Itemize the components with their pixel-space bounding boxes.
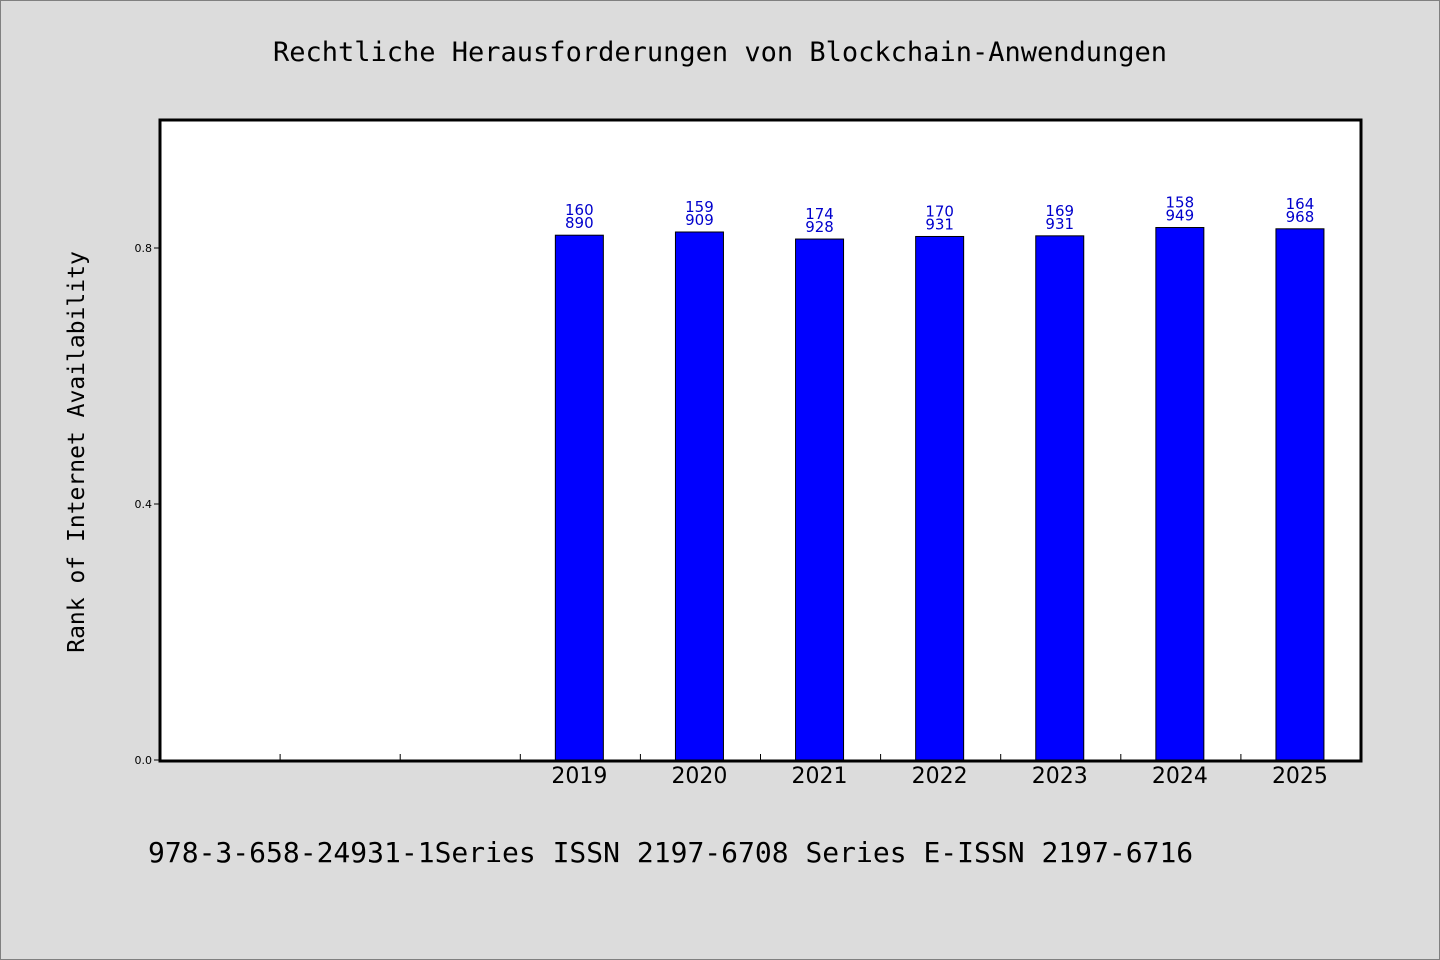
bar-2022: [915, 235, 965, 761]
x-tick-label: 2021: [792, 764, 848, 789]
data-label-bottom: 909: [685, 211, 714, 229]
data-label-top: 159: [685, 198, 714, 216]
bar-2025: [1275, 228, 1325, 761]
x-tick-label: 2019: [551, 764, 607, 789]
data-label-bottom: 968: [1286, 208, 1315, 226]
x-tick-label: 2022: [912, 764, 968, 789]
data-label-bottom: 949: [1166, 207, 1195, 225]
data-label-bottom: 928: [805, 218, 834, 236]
bar-2019: [554, 234, 604, 761]
bar-2021: [795, 238, 845, 761]
data-label-top: 174: [805, 205, 834, 223]
data-label-top: 169: [1045, 202, 1074, 220]
footer-text: 978-3-658-24931-1Series ISSN 2197-6708 S…: [148, 836, 1193, 869]
bar-2020: [674, 231, 724, 761]
data-label-top: 158: [1166, 194, 1195, 212]
y-axis-label: Rank of Internet Availability: [64, 251, 90, 653]
data-label-bottom: 890: [565, 214, 594, 232]
bar-2024: [1155, 227, 1205, 761]
y-ticks: 0.0 0.4 0.8: [135, 242, 160, 767]
x-tick-label: 2025: [1272, 764, 1328, 789]
data-label-bottom: 931: [1045, 215, 1074, 233]
y-tick-label: 0.0: [135, 754, 153, 767]
data-label-bottom: 931: [925, 215, 954, 233]
chart-title: Rechtliche Herausforderungen von Blockch…: [273, 37, 1167, 68]
data-label-top: 170: [925, 202, 954, 220]
x-tick-label: 2023: [1032, 764, 1088, 789]
data-label-top: 160: [565, 201, 594, 219]
y-tick-label: 0.8: [135, 242, 153, 255]
x-tick-label: 2020: [671, 764, 727, 789]
x-ticks: 2019 2020 2021 2022 2023 2024 2025: [279, 754, 1328, 789]
x-tick-label: 2024: [1152, 764, 1208, 789]
bar-2023: [1035, 235, 1085, 761]
bars: [554, 227, 1325, 761]
y-tick-label: 0.4: [135, 498, 153, 511]
data-label-top: 164: [1286, 195, 1315, 213]
